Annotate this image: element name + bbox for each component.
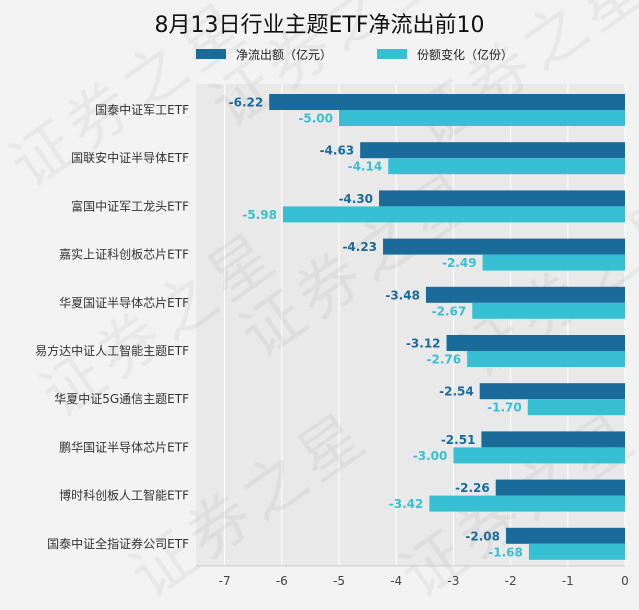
x-tick-label: -4 [390,574,402,588]
category-label: 富国中证军工龙头ETF [71,198,189,213]
category-label: 易方达中证人工智能主题ETF [35,343,189,358]
data-label: -5.00 [298,112,333,126]
data-label: -2.08 [465,529,500,543]
category-label: 华夏国证半导体芯片ETF [59,296,189,310]
data-label: -3.00 [413,449,448,463]
data-label: -2.54 [439,385,474,399]
category-label: 国泰中证全指证券公司ETF [47,536,189,551]
data-label: -4.63 [320,144,355,158]
bar-net-outflow [506,527,625,544]
bar-net-outflow [495,479,625,496]
data-label: -4.30 [338,192,373,206]
bar-share-change [282,206,625,223]
x-tick-label: -2 [505,574,517,588]
data-label: -6.22 [229,96,264,110]
bar-share-change [388,158,625,175]
x-tick-label: -5 [333,574,345,588]
legend-label: 份额变化（亿份） [417,47,513,62]
x-tick-label: -3 [447,574,459,588]
bar-share-change [429,495,625,512]
category-label: 国联安中证半导体ETF [71,150,189,165]
bar-share-change [467,351,625,367]
x-tick-label: -1 [562,574,574,588]
legend-swatch [196,49,226,59]
bar-share-change [528,543,625,560]
chart-title: 8月13日行业主题ETF净流出前10 [155,13,485,38]
bar-share-change [339,110,625,126]
bar-share-change [472,302,625,319]
x-tick-label: -6 [276,574,288,588]
data-label: -4.14 [348,160,383,174]
bar-net-outflow [481,431,625,448]
data-label: -2.51 [441,433,476,447]
category-label: 鹏华国证半导体芯片ETF [59,440,189,454]
bar-net-outflow [479,383,625,400]
data-label: -3.42 [389,497,424,511]
data-label: -2.49 [442,256,477,270]
data-label: -2.76 [427,353,462,367]
category-label: 华夏中证5G通信主题ETF [54,391,189,406]
bar-net-outflow [446,335,625,351]
bar-net-outflow [379,190,625,207]
data-label: -4.23 [342,240,377,254]
data-label: -3.48 [385,288,420,302]
category-label: 国泰中证军工ETF [95,102,189,117]
bar-net-outflow [269,94,625,110]
bar-share-change [453,447,625,464]
bar-net-outflow [360,142,625,159]
bar-share-change [527,399,625,416]
data-label: -3.12 [406,337,441,351]
data-label: -5.98 [242,208,277,222]
x-tick-label: -7 [219,574,231,588]
category-label: 博时科创板人工智能ETF [59,488,189,503]
bar-net-outflow [383,238,625,255]
x-tick-label: 0 [621,574,629,588]
data-label: -2.67 [432,304,467,318]
data-label: -1.70 [487,401,522,415]
legend-label: 净流出额（亿元） [236,47,332,62]
bar-net-outflow [425,286,625,303]
bar-share-change [482,254,625,271]
data-label: -1.68 [488,545,523,559]
category-label: 嘉实上证科创板芯片ETF [59,247,189,262]
legend-swatch [377,49,407,59]
data-label: -2.26 [455,481,490,495]
